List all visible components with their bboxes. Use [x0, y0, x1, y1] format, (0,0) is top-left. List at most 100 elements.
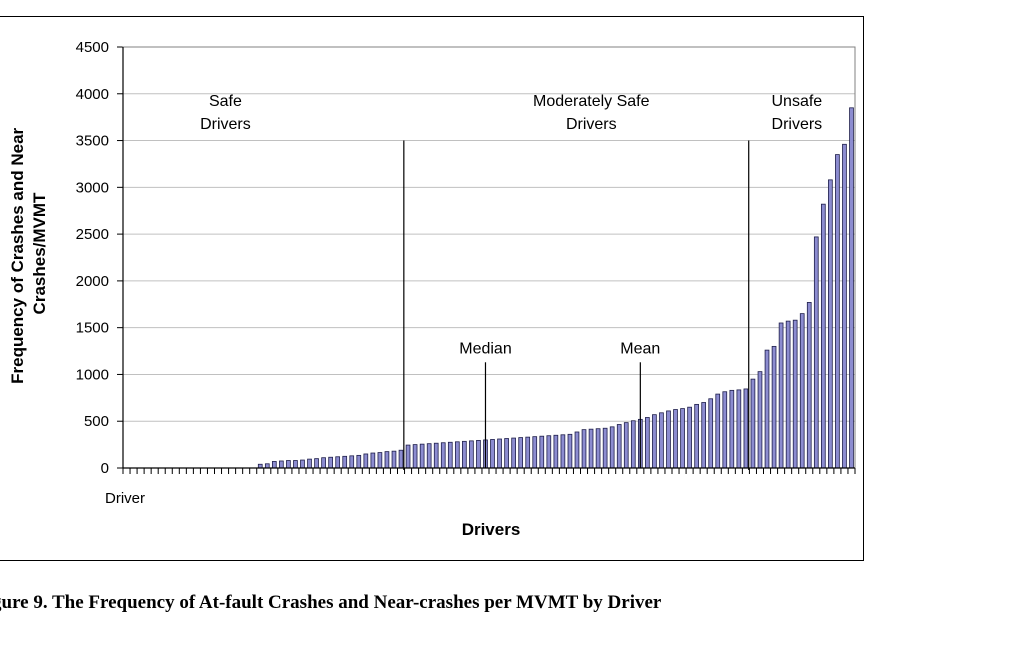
bar: [511, 437, 516, 469]
bar: [328, 456, 333, 469]
figure-caption: gure 9. The Frequency of At-fault Crashe…: [0, 592, 662, 613]
bar: [771, 345, 777, 469]
bar: [792, 319, 798, 469]
bar: [314, 458, 319, 469]
y-tick-label: 1500: [76, 320, 109, 337]
bar: [490, 439, 495, 469]
bar: [539, 435, 545, 469]
bar: [659, 412, 664, 469]
divider-lines: [403, 140, 750, 470]
bar: [708, 398, 714, 469]
bar: [764, 349, 770, 469]
region-label: Drivers: [200, 116, 251, 133]
bar: [349, 455, 355, 469]
bar: [609, 426, 615, 469]
bar: [666, 410, 671, 469]
bar: [370, 452, 376, 469]
region-label: Moderately Safe: [533, 93, 650, 110]
y-tick-label: 500: [84, 413, 109, 430]
bar: [813, 236, 819, 469]
marker-label: Median: [459, 340, 511, 357]
bar: [722, 391, 728, 469]
y-axis-title: Frequency of Crashes and Near Crashes/MV…: [8, 123, 49, 384]
bar: [757, 371, 763, 469]
bar: [588, 428, 594, 469]
bar: [454, 441, 460, 469]
y-tick-label: 2000: [76, 273, 109, 290]
bar: [574, 431, 580, 469]
bar: [828, 179, 833, 469]
bar: [645, 417, 650, 469]
bar: [497, 438, 502, 469]
y-tick-label: 4500: [76, 39, 109, 56]
tick-marks: [122, 47, 856, 474]
y-axis-title-line-2: Crashes/MVMT: [30, 192, 49, 314]
bar: [799, 313, 805, 469]
bar: [687, 406, 692, 469]
y-tick-label: 4000: [76, 86, 109, 103]
bar: [440, 442, 446, 469]
bar: [335, 456, 341, 469]
bar: [476, 439, 481, 469]
bar: [553, 434, 559, 469]
region-label: Drivers: [772, 116, 823, 133]
chart-frame: 0 500 1000 1500 2000 2500 3000 3500 4000 4500 Saf…: [0, 16, 864, 561]
annotations: Safe Drivers Moderately Safe Drivers Unsafe D…: [200, 93, 822, 468]
bar: [602, 427, 608, 469]
bar: [680, 408, 685, 469]
bar: [715, 393, 721, 469]
bar: [412, 444, 418, 469]
y-tick-label: 1000: [76, 366, 109, 383]
bar: [806, 302, 812, 469]
bar: [342, 455, 348, 469]
category-label: Driver: [105, 490, 145, 507]
region-label: Safe: [209, 93, 242, 110]
bar: [426, 443, 432, 469]
bars: [257, 107, 854, 469]
bar: [616, 424, 622, 469]
bar: [300, 459, 305, 469]
bar: [384, 451, 390, 469]
bar: [652, 414, 657, 469]
bar: [630, 420, 636, 469]
bar: [842, 143, 847, 469]
bar: [673, 409, 678, 469]
bar: [560, 434, 566, 469]
bar: [377, 452, 383, 469]
bar: [532, 436, 538, 469]
region-label: Drivers: [566, 116, 617, 133]
bar: [469, 440, 474, 469]
bar: [778, 322, 784, 469]
bar: [462, 440, 467, 469]
bar: [264, 463, 270, 469]
gridlines: [117, 46, 855, 469]
bar: [743, 388, 749, 469]
bar: [820, 203, 826, 469]
bar: [736, 389, 742, 469]
bar: [419, 443, 425, 469]
y-tick-labels: 0 500 1000 1500 2000 2500 3000 3500 4000 4500: [76, 39, 109, 477]
bar: [433, 442, 439, 469]
bar: [835, 154, 840, 469]
bar: [356, 454, 362, 469]
bar: [581, 429, 587, 469]
bar: [307, 458, 312, 469]
bar: [504, 438, 509, 469]
bar: [279, 460, 284, 469]
bar: [701, 402, 707, 469]
bar: [321, 457, 326, 469]
bar: [391, 450, 397, 469]
bar: [363, 453, 369, 469]
bar: [525, 436, 531, 469]
bar: [447, 441, 453, 469]
bar: [595, 428, 601, 469]
y-axis-title-line-1: Frequency of Crashes and Near: [8, 127, 27, 383]
bar: [286, 460, 291, 469]
bar: [623, 422, 629, 469]
bar: [849, 107, 854, 469]
bar-chart: 0 500 1000 1500 2000 2500 3000 3500 4000 4500 Saf…: [8, 39, 856, 539]
y-tick-label: 3000: [76, 179, 109, 196]
bar: [518, 437, 524, 469]
y-tick-label: 3500: [76, 133, 109, 150]
bar: [293, 460, 298, 469]
